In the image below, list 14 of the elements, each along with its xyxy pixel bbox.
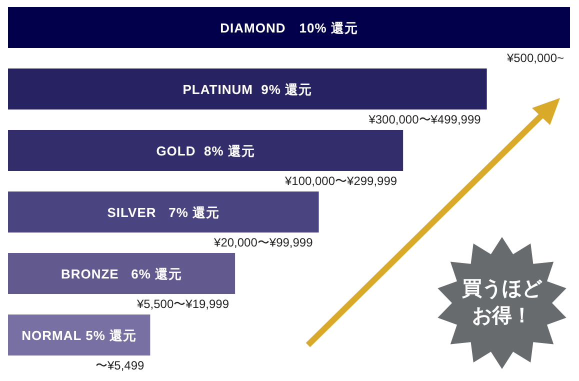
annotation: 〜¥5,499 <box>95 358 145 372</box>
annotation: 買うほど <box>461 278 543 300</box>
y-tick-label: GOLD 8% 還元 <box>156 144 255 158</box>
y-tick-label: BRONZE 6% 還元 <box>60 266 182 282</box>
y-tick-label: PLATINUM 9% 還元 <box>182 82 312 97</box>
annotation: ¥500,000~ <box>506 51 564 65</box>
y-tick-label: NORMAL 5% 還元 <box>22 328 137 343</box>
annotation: ¥300,000〜¥499,999 <box>368 112 482 126</box>
y-tick-label: SILVER 7% 還元 <box>107 205 220 220</box>
annotation: ¥5,500〜¥19,999 <box>136 297 230 311</box>
annotation: ¥20,000〜¥99,999 <box>213 236 314 250</box>
annotation: お得！ <box>472 305 532 327</box>
annotation: ¥100,000〜¥299,999 <box>284 174 398 188</box>
y-tick-label: DIAMOND 10% 還元 <box>220 20 358 36</box>
